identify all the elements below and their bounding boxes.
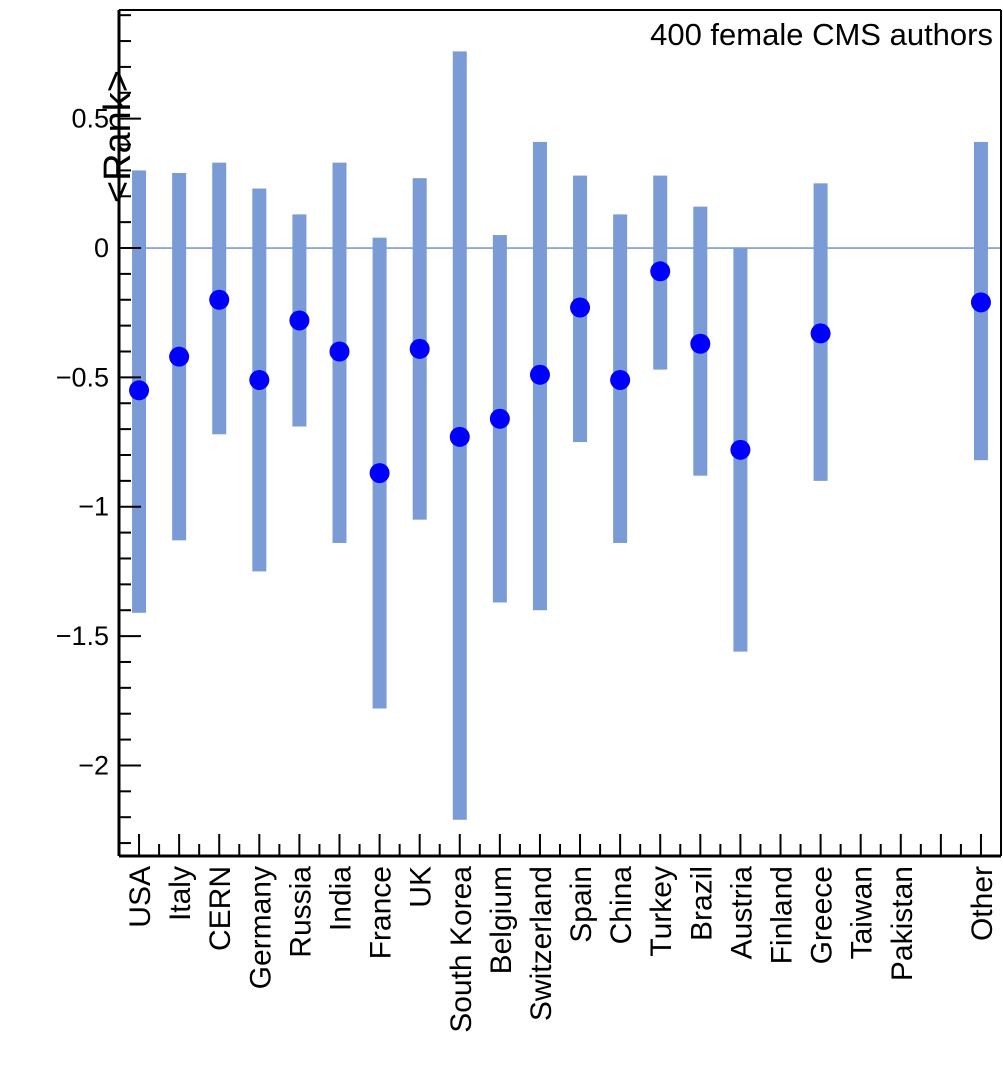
- data-point: [369, 463, 390, 484]
- data-point: [289, 310, 310, 331]
- data-point: [730, 439, 751, 460]
- x-tick-label: Finland: [766, 866, 799, 964]
- y-tick-label: −2: [78, 750, 109, 780]
- x-tick-label: Spain: [565, 866, 598, 943]
- x-tick-label: Russia: [284, 866, 317, 958]
- data-point: [169, 346, 190, 367]
- y-axis-label: <Rank>: [97, 70, 139, 203]
- y-tick-label: −0.5: [56, 362, 109, 392]
- data-point: [570, 297, 591, 318]
- data-point: [970, 292, 991, 313]
- data-point: [610, 369, 631, 390]
- y-tick-label: −1: [78, 492, 109, 522]
- x-tick-label: Other: [966, 866, 999, 941]
- data-point: [690, 333, 711, 354]
- x-tick-label: Switzerland: [525, 866, 558, 1021]
- annotation-text: 400 female CMS authors: [650, 17, 993, 52]
- x-tick-label: Taiwan: [846, 866, 879, 959]
- x-tick-label: Turkey: [645, 866, 678, 957]
- x-tick-label: Brazil: [685, 866, 718, 941]
- x-tick-label: France: [365, 866, 398, 959]
- x-tick-label: UK: [405, 866, 438, 908]
- data-point: [409, 338, 430, 359]
- data-point: [329, 341, 350, 362]
- x-tick-label: Germany: [244, 866, 277, 989]
- x-tick-label: Italy: [164, 866, 197, 921]
- y-tick-label: −1.5: [56, 621, 109, 651]
- x-tick-label: Belgium: [485, 866, 518, 974]
- data-point: [249, 369, 270, 390]
- y-tick-label: 0.5: [71, 104, 109, 134]
- x-tick-label: Greece: [806, 866, 839, 964]
- data-point: [529, 364, 550, 385]
- data-point: [489, 408, 510, 429]
- x-tick-label: Austria: [725, 866, 758, 960]
- x-tick-label: USA: [124, 866, 157, 928]
- x-tick-label: India: [325, 866, 358, 931]
- data-point: [650, 261, 671, 282]
- y-tick-label: 0: [94, 233, 109, 263]
- data-point: [449, 426, 470, 447]
- data-point: [810, 323, 831, 344]
- x-tick-label: Pakistan: [886, 866, 919, 981]
- x-tick-label: South Korea: [445, 866, 478, 1033]
- x-tick-label: CERN: [204, 866, 237, 951]
- data-point: [129, 380, 150, 401]
- data-point: [209, 289, 230, 310]
- x-tick-label: China: [605, 866, 638, 945]
